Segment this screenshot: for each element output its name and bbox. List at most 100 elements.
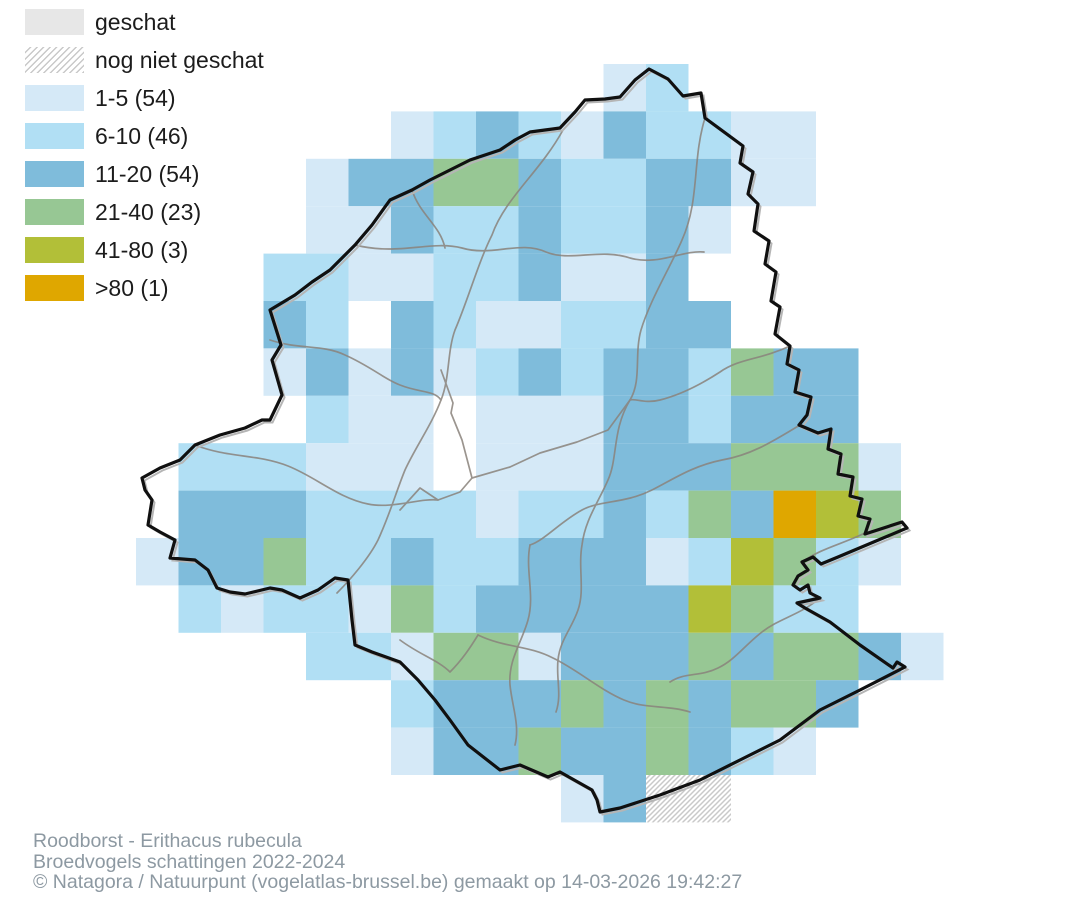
grid-cell — [476, 158, 519, 207]
caption-survey: Broedvogels schattingen 2022-2024 — [33, 850, 346, 873]
grid-cell — [476, 680, 519, 728]
municipal-border-line — [509, 544, 532, 746]
grid-cell — [518, 680, 561, 728]
grid-cell — [348, 538, 391, 586]
municipal-border-line — [399, 634, 479, 673]
grid-cell — [263, 538, 306, 586]
grid-cell — [391, 538, 434, 586]
grid-cell — [773, 158, 816, 207]
grid-cell — [646, 727, 689, 775]
municipal-border-line — [555, 399, 631, 713]
grid-cell — [433, 727, 476, 775]
grid-cell — [391, 490, 434, 538]
grid-cell — [561, 301, 604, 349]
grid-cell — [263, 253, 306, 301]
grid-cell — [433, 538, 476, 586]
grid-cell — [603, 64, 646, 112]
grid-cell — [731, 395, 774, 444]
grid-cell — [178, 585, 221, 633]
grid-cell — [858, 443, 901, 491]
grid-cell — [773, 443, 816, 491]
grid-cell — [688, 632, 731, 681]
grid-cell — [646, 158, 689, 207]
grid-cell — [603, 348, 646, 396]
grid-cell — [348, 443, 391, 491]
grid-cell — [603, 775, 646, 823]
legend-item-nog-niet-geschat: nog niet geschat — [25, 47, 264, 73]
grid-cell — [476, 206, 519, 254]
grid-cell — [603, 253, 646, 301]
grid-cell — [476, 585, 519, 633]
grid-cell — [603, 585, 646, 633]
legend-item-label: nog niet geschat — [95, 46, 264, 73]
grid-cell — [816, 348, 859, 396]
grid-cell — [263, 301, 306, 349]
grid-cell — [646, 490, 689, 538]
legend-item-range-21-40: 21-40 (23) — [25, 199, 264, 225]
grid-cell — [646, 301, 689, 349]
grid-cell — [391, 727, 434, 775]
municipal-border-line — [669, 597, 821, 683]
grid-cell — [561, 253, 604, 301]
grid-cell — [306, 253, 349, 301]
grid-cell — [518, 348, 561, 396]
grid-cell — [816, 585, 859, 633]
municipal-border-line — [529, 424, 801, 546]
municipal-border-line — [629, 345, 791, 403]
grid-cell — [688, 395, 731, 444]
grid-cell — [306, 395, 349, 444]
grid-cell — [603, 158, 646, 207]
grid-cell — [433, 301, 476, 349]
grid-cell — [816, 490, 859, 538]
color-swatch-icon — [25, 85, 84, 111]
grid-cell — [518, 490, 561, 538]
grid-cell — [773, 727, 816, 775]
grid-cell — [476, 395, 519, 444]
grid-cell — [688, 301, 731, 349]
grid-cell — [688, 490, 731, 538]
grid-cell — [306, 158, 349, 207]
municipal-borders — [194, 117, 866, 746]
grid-cell — [688, 348, 731, 396]
legend-item-label: 41-80 (3) — [95, 236, 189, 263]
grid-cell — [603, 727, 646, 775]
grid-cell — [391, 443, 434, 491]
grid-cell — [178, 490, 221, 538]
grid-cell — [646, 395, 689, 444]
grid-cell — [688, 680, 731, 728]
grid-cell — [603, 111, 646, 159]
grid-cell — [646, 348, 689, 396]
grid-cell — [688, 111, 731, 159]
legend-item-label: 6-10 (46) — [95, 122, 189, 149]
hatched-swatch-icon — [25, 47, 84, 73]
grid-cell — [561, 632, 604, 681]
grid-cell — [348, 490, 391, 538]
legend-item-range-gt80: >80 (1) — [25, 275, 264, 301]
grid-cell — [688, 585, 731, 633]
grid-cell — [348, 158, 391, 207]
grid-cell — [306, 348, 349, 396]
grid-cell — [561, 348, 604, 396]
grid-cell — [391, 253, 434, 301]
grid-cell — [433, 490, 476, 538]
caption-species: Roodborst - Erithacus rubecula — [33, 830, 302, 852]
legend-item-label: 1-5 (54) — [95, 84, 176, 111]
grid-cell — [263, 443, 306, 491]
grid-cell — [816, 395, 859, 444]
grid-cell — [731, 585, 774, 633]
grid-cell — [263, 348, 306, 396]
municipal-border-line — [471, 399, 631, 479]
legend-item-label: >80 (1) — [95, 274, 169, 301]
legend-item-geschat: geschat — [25, 9, 264, 35]
municipal-border-line — [411, 189, 446, 249]
grid-cell — [816, 680, 859, 728]
grid-cell — [221, 490, 264, 538]
region-border-shadow — [143, 70, 912, 816]
grid-cell — [476, 632, 519, 681]
map-caption: Roodborst - Erithacus rubecula Broedvoge… — [33, 831, 742, 893]
legend-item-range-1-5: 1-5 (54) — [25, 85, 264, 111]
municipal-border-line — [269, 339, 442, 401]
grid-cell — [391, 395, 434, 444]
grid-cell — [731, 538, 774, 586]
grid-cell — [603, 632, 646, 681]
